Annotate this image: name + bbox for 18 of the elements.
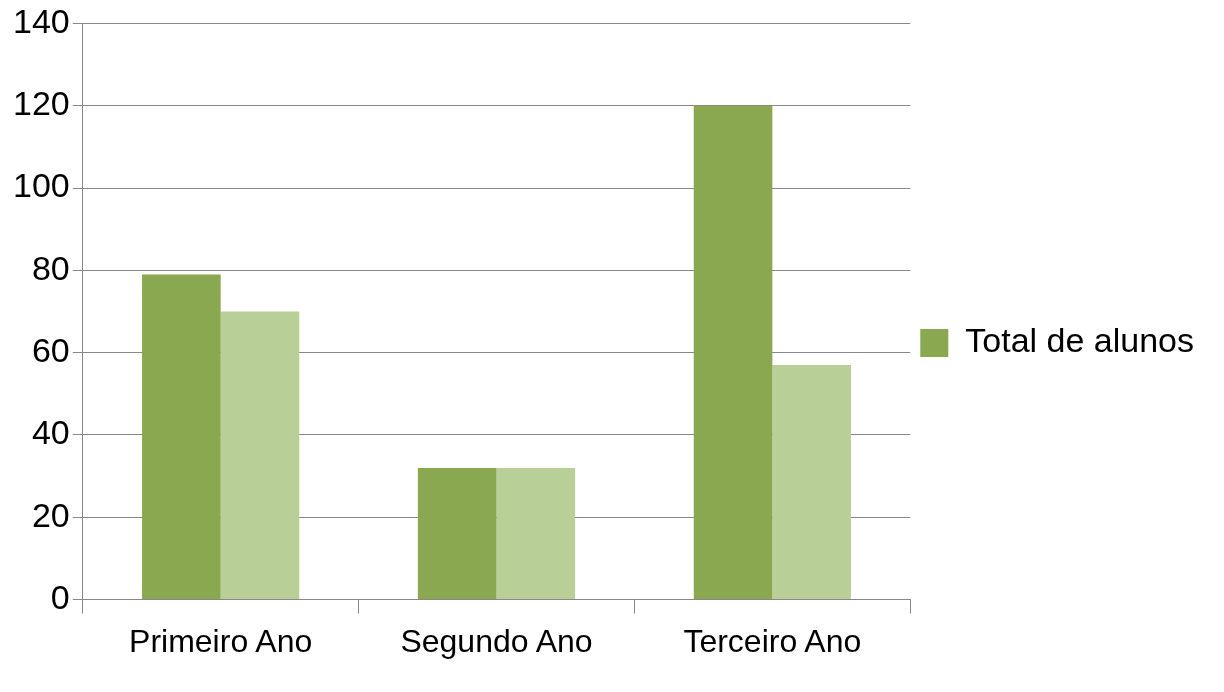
bar: [496, 467, 576, 600]
bar: [772, 365, 851, 600]
y-tick-label: 140: [12, 1, 70, 40]
x-tick-label: Terceiro Ano: [683, 622, 862, 659]
bar: [693, 105, 773, 600]
y-tick-label: 0: [50, 577, 70, 616]
y-tick-label: 120: [12, 84, 70, 123]
y-tick-label: 20: [31, 495, 70, 534]
x-tick-label: Primeiro Ano: [129, 622, 313, 659]
y-tick-label: 60: [31, 331, 70, 370]
bar: [220, 311, 300, 600]
bar: [417, 467, 497, 600]
y-tick-label: 80: [31, 248, 70, 287]
y-tick-label: 100: [12, 166, 70, 205]
bar: [142, 274, 221, 600]
y-tick-label: 40: [31, 413, 70, 452]
legend-label: Total de alunos: [965, 321, 1195, 360]
x-tick-label: Segundo Ano: [400, 622, 593, 659]
